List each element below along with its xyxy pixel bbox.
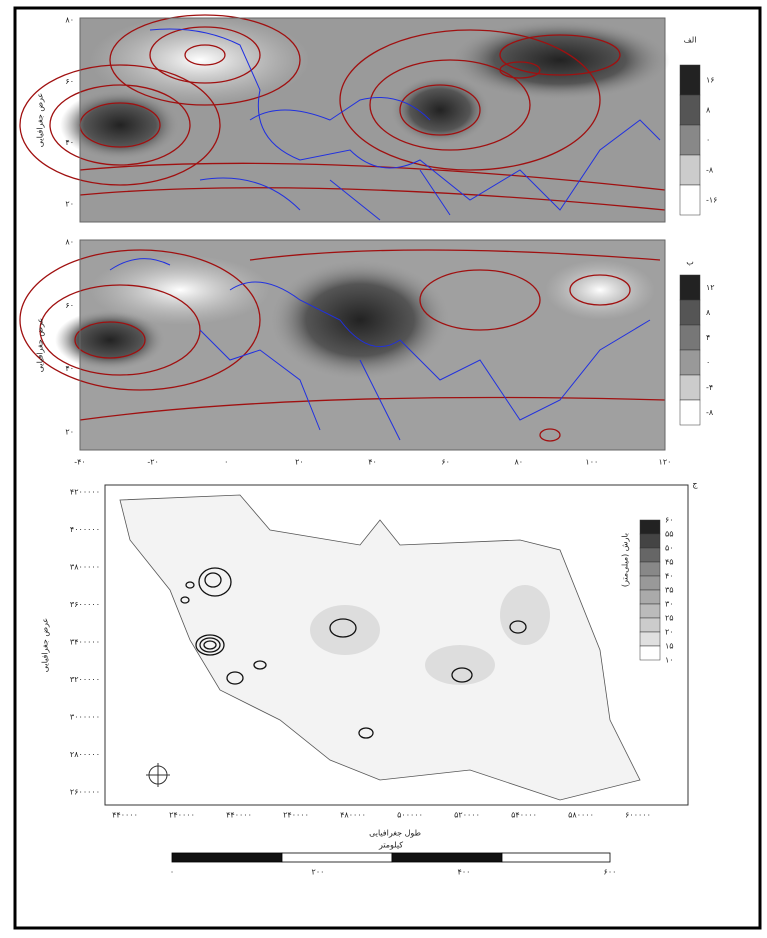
y-tick-label: ۲۸۰۰۰۰۰ — [70, 750, 100, 759]
scale-tick-label: ۰ — [170, 868, 174, 877]
y-tick-label: ۳۲۰۰۰۰۰ — [70, 675, 100, 684]
colorbar-tick-label: ۵۰ — [665, 544, 674, 553]
x-tick-label: ۴۴۰۰۰۰ — [112, 811, 138, 820]
colorbar-tick-label: ۱۶ — [706, 76, 715, 85]
x-tick-label: ۰ — [224, 458, 228, 467]
x-tick-label: ۴۸۰۰۰۰ — [340, 811, 366, 820]
panel-label: ج — [692, 480, 698, 489]
y-tick-label: ۴۰ — [65, 138, 74, 147]
panel-label: ب — [686, 258, 694, 267]
x-tick-label: ۲۰ — [295, 458, 304, 467]
x-tick-label: ۵۲۰۰۰۰ — [454, 811, 480, 820]
colorbar-tick-label: ۴۵ — [665, 558, 674, 567]
y-tick-label: ۸۰ — [65, 238, 74, 247]
y-tick-label: ۳۰۰۰۰۰۰ — [70, 713, 100, 722]
x-tick-label: ۴۰ — [368, 458, 377, 467]
colorbar-title: بارش (میلی‌متر) — [621, 533, 630, 587]
y-tick-label: ۴۲۰۰۰۰۰ — [70, 488, 100, 497]
x-axis-label: طول جغرافیایی — [369, 829, 421, 838]
y-axis-label: عرض جغرافیایی — [41, 618, 50, 672]
scale-tick-label: ۶۰۰ — [604, 868, 617, 877]
scale-tick-label: ۲۰۰ — [312, 868, 325, 877]
x-tick-label: ۶۰۰۰۰۰ — [625, 811, 651, 820]
colorbar-tick-label: ۳۰ — [665, 600, 674, 609]
colorbar-tick-label: ۶۰ — [665, 516, 674, 525]
colorbar-tick-label: -۱۶ — [706, 196, 717, 205]
panel-label: الف — [684, 36, 697, 45]
y-axis-label: عرض جغرافیایی — [36, 318, 45, 372]
colorbar-tick-label: ۸ — [706, 106, 711, 115]
colorbar-tick-label: ۰ — [706, 358, 710, 367]
x-tick-label: ۵۴۰۰۰۰ — [511, 811, 537, 820]
y-tick-label: ۶۰ — [65, 301, 74, 310]
y-tick-label: ۴۰۰۰۰۰۰ — [70, 525, 100, 534]
colorbar-tick-label: ۴ — [706, 333, 710, 342]
page-border — [13, 6, 762, 930]
x-tick-label: ۱۲۰ — [659, 458, 672, 467]
y-tick-label: ۳۶۰۰۰۰۰ — [70, 600, 100, 609]
x-tick-label: ۲۴۰۰۰۰ — [169, 811, 195, 820]
colorbar-tick-label: ۱۲ — [706, 283, 715, 292]
colorbar-tick-label: -۸ — [706, 166, 714, 175]
scale-title: کیلومتر — [378, 841, 403, 850]
colorbar-tick-label: ۱۰ — [665, 656, 674, 665]
x-tick-label: ۶۰ — [441, 458, 450, 467]
y-axis-label: عرض جغرافیایی — [36, 93, 45, 147]
x-tick-label: ۵۰۰۰۰۰ — [397, 811, 423, 820]
colorbar-tick-label: -۸ — [706, 408, 714, 417]
scale-tick-label: ۴۰۰ — [458, 868, 471, 877]
colorbar-tick-label: ۸ — [706, 308, 711, 317]
y-tick-label: ۸۰ — [65, 16, 74, 25]
colorbar-tick-label: ۲۵ — [665, 614, 674, 623]
y-tick-label: ۲۶۰۰۰۰۰ — [70, 788, 100, 797]
x-tick-label: -۲۰ — [147, 458, 158, 467]
y-tick-label: ۳۴۰۰۰۰۰ — [70, 638, 100, 647]
colorbar-tick-label: ۱۵ — [665, 642, 674, 651]
map-panel — [19, 14, 701, 223]
iran-panel — [104, 484, 689, 863]
x-tick-label: ۵۸۰۰۰۰ — [568, 811, 594, 820]
x-tick-label: ۲۴۰۰۰۰ — [283, 811, 309, 820]
y-tick-label: ۶۰ — [65, 77, 74, 86]
y-tick-label: ۳۸۰۰۰۰۰ — [70, 563, 100, 572]
x-tick-label: ۸۰ — [514, 458, 523, 467]
y-tick-label: ۲۰ — [65, 428, 74, 437]
map-panel — [19, 239, 701, 451]
colorbar-tick-label: -۴ — [706, 383, 713, 392]
colorbar-tick-label: ۵۵ — [665, 530, 674, 539]
x-tick-label: ۱۰۰ — [585, 458, 598, 467]
x-tick-label: ۴۴۰۰۰۰ — [226, 811, 252, 820]
x-tick-label: -۴۰ — [74, 458, 85, 467]
y-tick-label: ۲۰ — [65, 200, 74, 209]
y-tick-label: ۴۰ — [65, 364, 74, 373]
colorbar-tick-label: ۰ — [706, 136, 710, 145]
colorbar-tick-label: ۳۵ — [665, 586, 674, 595]
colorbar-tick-label: ۴۰ — [665, 572, 674, 581]
colorbar-tick-label: ۲۰ — [665, 628, 674, 637]
